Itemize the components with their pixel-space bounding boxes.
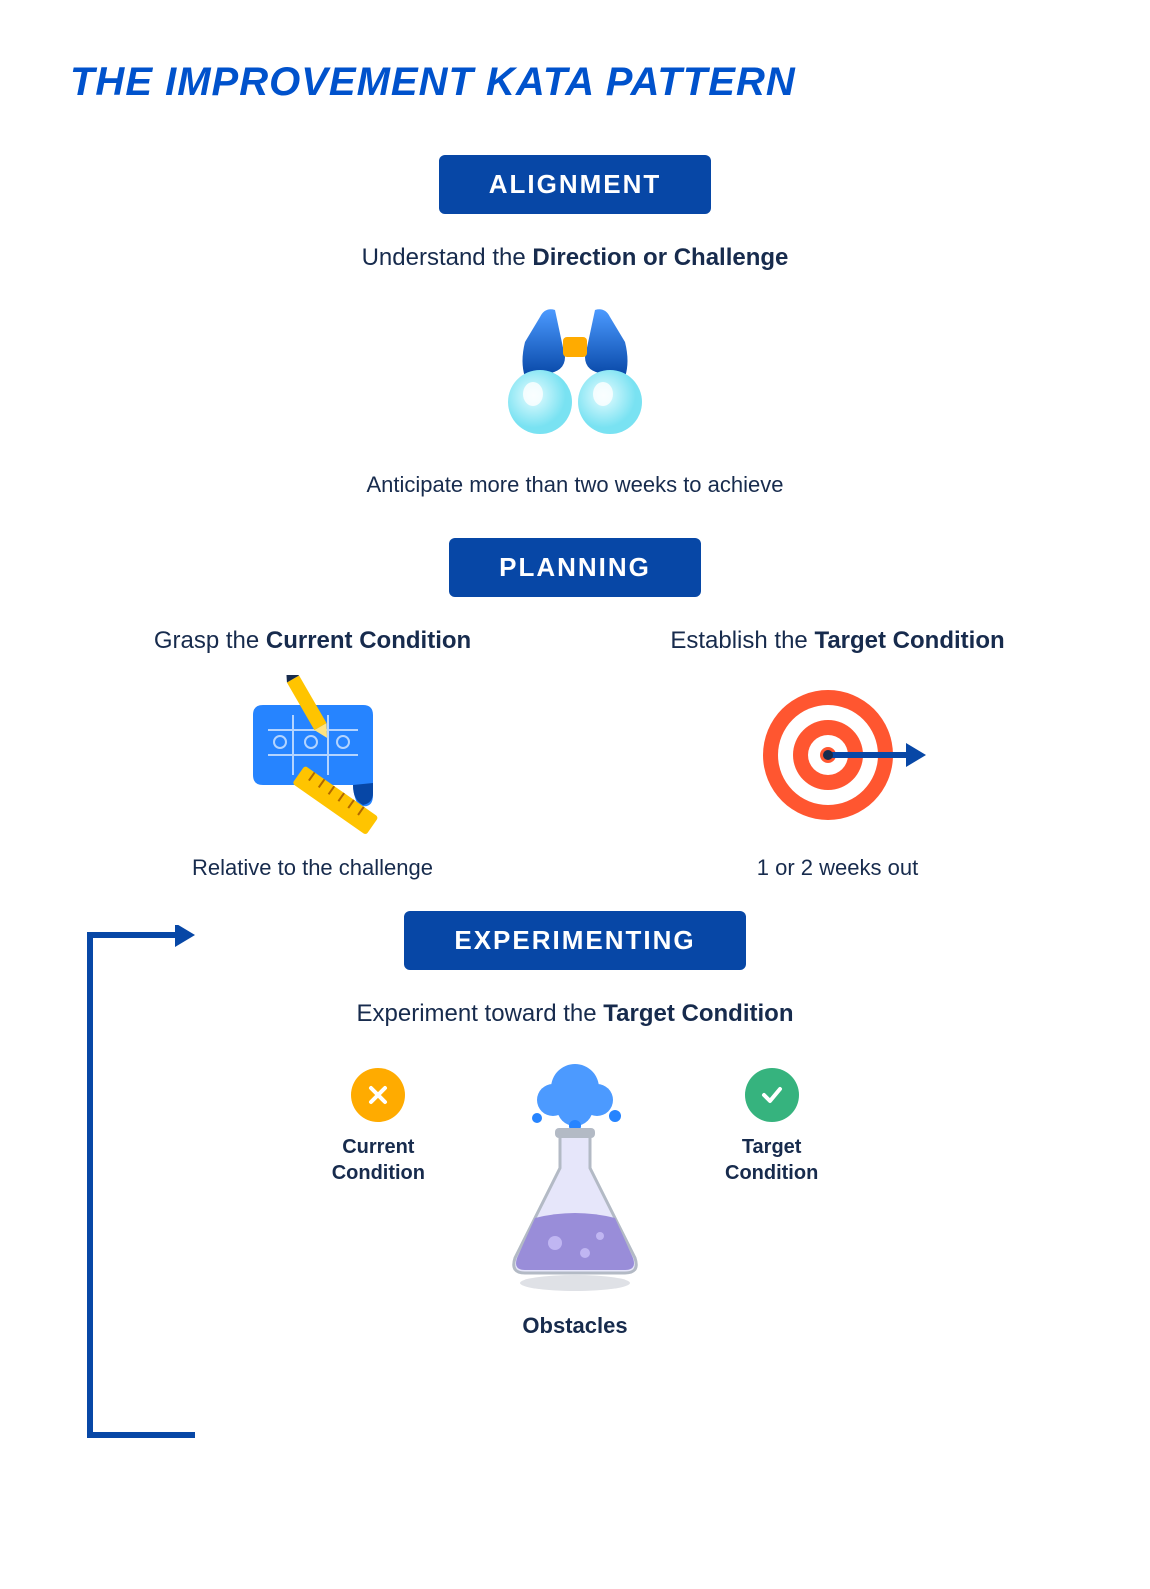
experimenting-prefix: Experiment toward the bbox=[357, 1000, 604, 1027]
current-condition-col: Current Condition bbox=[332, 1068, 425, 1186]
current-line1: Current bbox=[342, 1136, 414, 1158]
planning-right-bold: Target Condition bbox=[814, 627, 1004, 654]
binoculars-icon bbox=[70, 302, 1080, 452]
experiment-row: Current Condition bbox=[70, 1058, 1080, 1339]
planning-columns: Grasp the Current Condition bbox=[70, 627, 1080, 881]
flask-col: Obstacles bbox=[475, 1058, 675, 1339]
experimenting-bold: Target Condition bbox=[603, 1000, 793, 1027]
alignment-heading-prefix: Understand the bbox=[362, 244, 533, 271]
main-content: ALIGNMENT Understand the Direction or Ch… bbox=[70, 155, 1080, 1339]
planning-left: Grasp the Current Condition bbox=[70, 627, 555, 881]
obstacles-label: Obstacles bbox=[522, 1313, 627, 1339]
planning-right-heading: Establish the Target Condition bbox=[595, 627, 1080, 655]
planning-right-caption: 1 or 2 weeks out bbox=[595, 855, 1080, 881]
planning-left-caption: Relative to the challenge bbox=[70, 855, 555, 881]
flask-icon bbox=[475, 1058, 675, 1298]
section-experimenting: EXPERIMENTING Experiment toward the Targ… bbox=[70, 911, 1080, 1339]
planning-left-heading: Grasp the Current Condition bbox=[70, 627, 555, 655]
alignment-heading-bold: Direction or Challenge bbox=[532, 244, 788, 271]
target-line1: Target bbox=[742, 1136, 802, 1158]
alignment-caption: Anticipate more than two weeks to achiev… bbox=[70, 472, 1080, 498]
current-condition-label: Current Condition bbox=[332, 1134, 425, 1186]
blueprint-icon bbox=[70, 675, 555, 835]
experimenting-badge: EXPERIMENTING bbox=[404, 911, 745, 970]
planning-left-prefix: Grasp the bbox=[154, 627, 266, 654]
target-condition-label: Target Condition bbox=[725, 1134, 818, 1186]
check-badge-icon bbox=[745, 1068, 799, 1122]
experimenting-heading: Experiment toward the Target Condition bbox=[70, 1000, 1080, 1028]
alignment-badge: ALIGNMENT bbox=[439, 155, 712, 214]
alignment-heading: Understand the Direction or Challenge bbox=[70, 244, 1080, 272]
page-title: THE IMPROVEMENT KATA PATTERN bbox=[70, 60, 1080, 105]
planning-badge: PLANNING bbox=[449, 538, 701, 597]
target-icon bbox=[595, 675, 1080, 835]
target-condition-col: Target Condition bbox=[725, 1068, 818, 1186]
planning-right-prefix: Establish the bbox=[670, 627, 814, 654]
target-line2: Condition bbox=[725, 1162, 818, 1184]
current-line2: Condition bbox=[332, 1162, 425, 1184]
section-alignment: ALIGNMENT Understand the Direction or Ch… bbox=[70, 155, 1080, 498]
planning-right: Establish the Target Condition 1 or 2 we… bbox=[595, 627, 1080, 881]
planning-left-bold: Current Condition bbox=[266, 627, 471, 654]
section-planning: PLANNING bbox=[70, 538, 1080, 597]
x-badge-icon bbox=[351, 1068, 405, 1122]
